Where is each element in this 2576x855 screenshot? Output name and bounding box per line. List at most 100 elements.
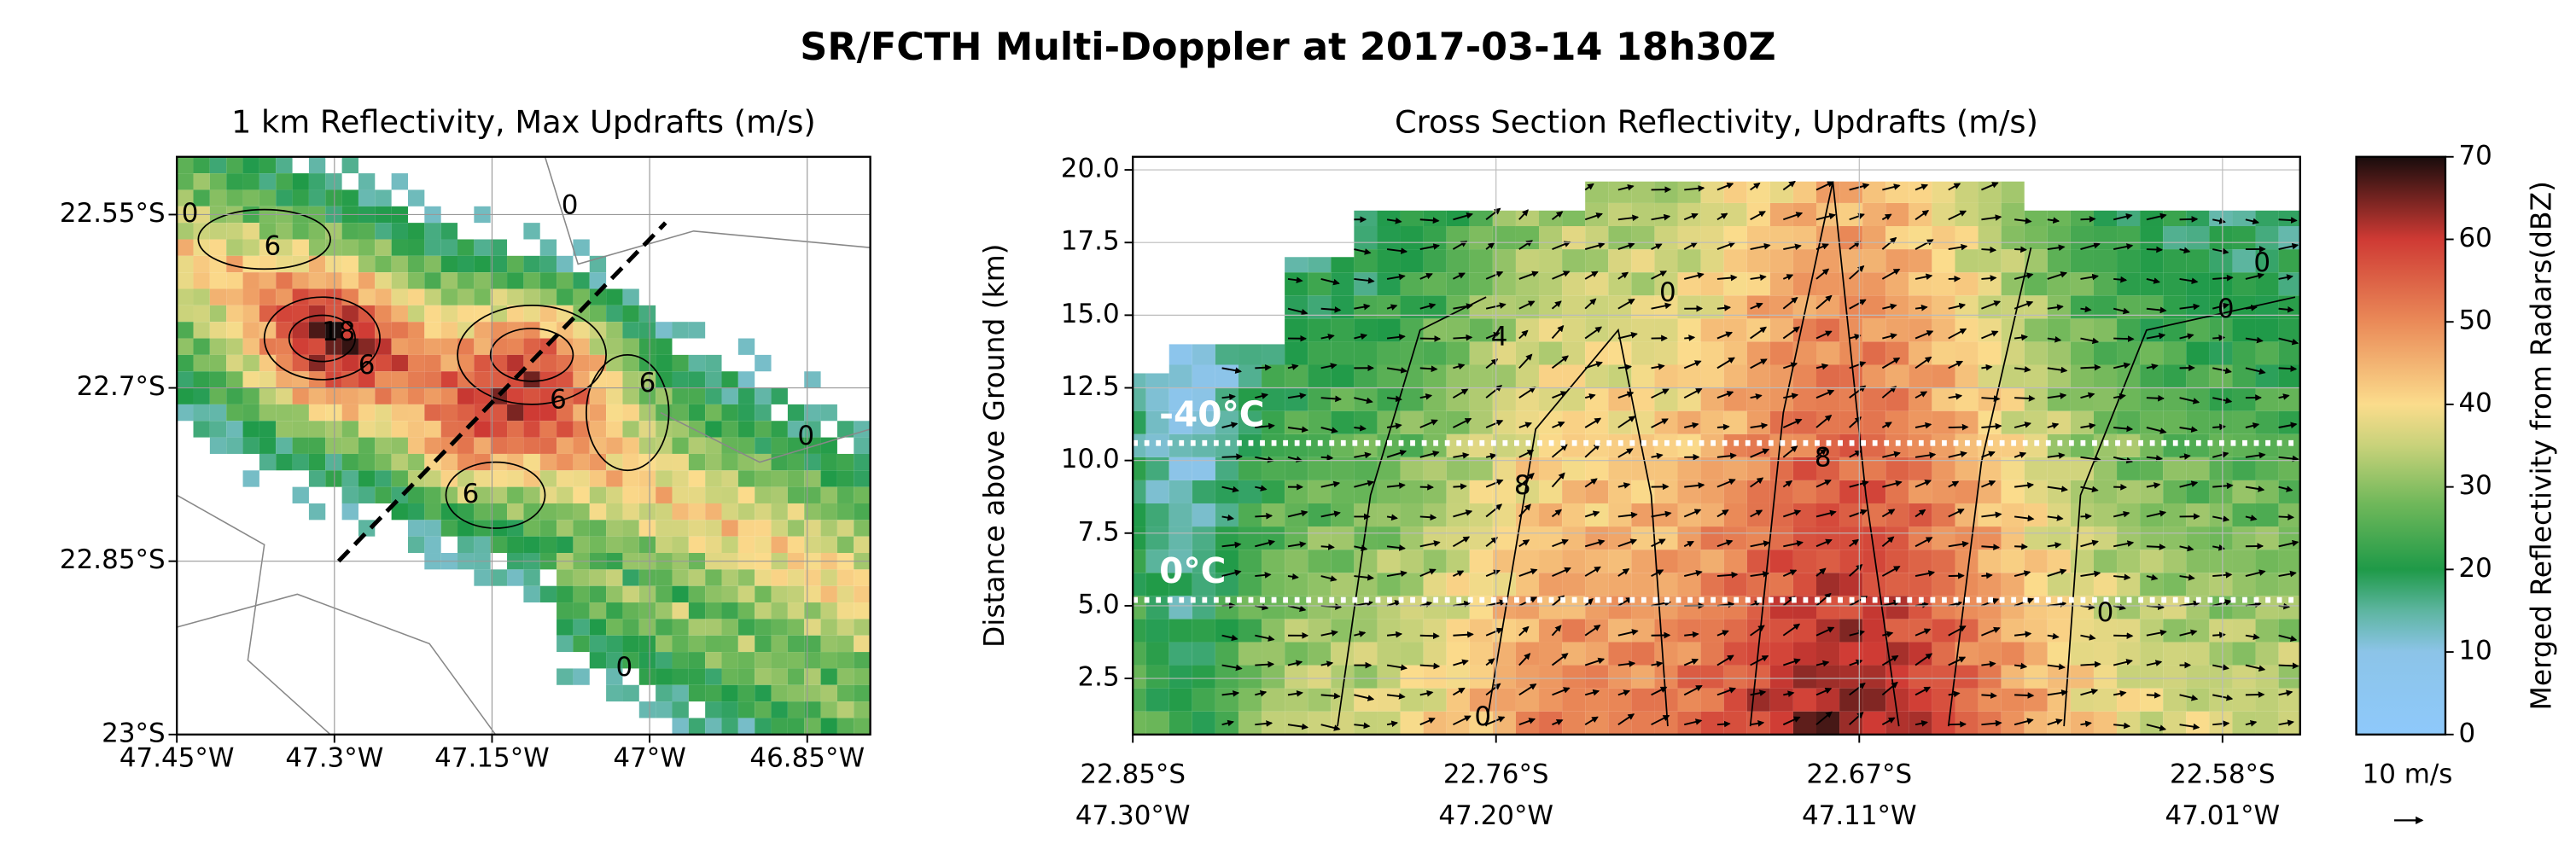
reflectivity-cell [573,322,590,339]
reflectivity-cell [177,255,194,273]
reflectivity-cell [440,520,458,537]
x-tick-label: 22.85°S [1080,759,1186,790]
reflectivity-cell [1955,550,1979,573]
reflectivity-cell [308,255,326,273]
reflectivity-cell [209,173,227,190]
reflectivity-cell [771,536,788,554]
reflectivity-cell [2117,688,2141,712]
reflectivity-cell [1133,665,1146,689]
wind-arrow [1518,653,1531,666]
reflectivity-cell [308,421,326,438]
reflectivity-cell [1446,457,1470,480]
reflectivity-cell [1677,480,1701,503]
reflectivity-cell [820,718,837,735]
reflectivity-cell [1469,410,1493,434]
wind-arrow [1849,299,1867,310]
reflectivity-cell [1262,665,1285,689]
reflectivity-cell [2117,410,2141,434]
reflectivity-cell [1377,210,1401,227]
reflectivity-cell [1700,526,1724,550]
reflectivity-cell [1631,550,1655,573]
wind-arrow [1881,509,1896,518]
reflectivity-cell [1654,619,1678,643]
reflectivity-cell [1932,711,1955,735]
reflectivity-cell [1469,272,1493,296]
reflectivity-cell [1354,503,1378,527]
reflectivity-cell [1285,341,1308,365]
wind-arrow [1981,626,2001,637]
reflectivity-cell [606,520,623,537]
reflectivity-cell [622,421,639,438]
reflectivity-cell [375,470,392,487]
reflectivity-cell [1562,619,1586,643]
reflectivity-cell [573,305,590,323]
reflectivity-cell [1469,249,1493,273]
reflectivity-cell [1423,457,1447,480]
reflectivity-cell [1885,410,1909,434]
reflectivity-cell [507,520,524,537]
reflectivity-cell [1978,341,2002,365]
reflectivity-cell [1608,341,1632,365]
reflectivity-cell [1169,619,1192,643]
reflectivity-cell [507,387,524,404]
reflectivity-cell [688,684,706,702]
contour-label: 18 [322,317,355,347]
reflectivity-cell [705,503,722,521]
reflectivity-cell [424,536,441,554]
reflectivity-cell [276,189,293,206]
reflectivity-cell [1909,318,1932,342]
wind-arrow [1849,630,1866,637]
wind-arrow [1617,242,1635,251]
reflectivity-cell [1932,642,1955,666]
reflectivity-cell [672,404,689,422]
reflectivity-cell [1746,272,1770,296]
wind-arrow [2080,337,2100,345]
wind-arrow [1750,393,1763,400]
wind-arrow [1684,482,1705,489]
reflectivity-cell [259,437,277,454]
reflectivity-cell [1285,387,1308,411]
wind-arrow [1617,713,1635,725]
reflectivity-cell [1631,272,1655,296]
reflectivity-cell [1285,688,1308,712]
reflectivity-cell [375,371,392,388]
reflectivity-cell [1145,711,1169,735]
reflectivity-cell [1562,711,1586,735]
reflectivity-cell [2163,503,2187,527]
reflectivity-cell [177,338,194,355]
reflectivity-cell [375,421,392,438]
wind-arrow [1948,451,1967,458]
reflectivity-cell [1909,573,1932,596]
reflectivity-cell [638,602,656,619]
reflectivity-cell [836,652,854,669]
reflectivity-cell [1354,341,1378,365]
reflectivity-cell [193,421,210,438]
wind-arrow [1354,600,1373,607]
reflectivity-cell [2093,642,2118,666]
wind-arrow [1221,422,1238,428]
reflectivity-cell [1331,503,1355,527]
reflectivity-cell [1169,526,1192,550]
reflectivity-cell [787,536,805,554]
reflectivity-cell [573,602,590,619]
reflectivity-cell [1308,318,1332,342]
wind-arrow [1453,272,1466,280]
wind-arrow [1915,210,1930,221]
wind-arrow [2179,573,2195,581]
reflectivity-cell [226,322,243,339]
reflectivity-cell [2093,619,2118,643]
reflectivity-cell [1955,457,1979,480]
reflectivity-cell [226,437,243,454]
reflectivity-cell [1677,665,1701,689]
reflectivity-cell [606,354,623,372]
reflectivity-cell [2255,688,2279,712]
wind-arrow [1716,241,1736,250]
wind-arrow [1584,689,1600,696]
reflectivity-cell [424,470,441,487]
reflectivity-cell [2047,550,2071,573]
reflectivity-cell [242,189,259,206]
wind-arrow [2047,304,2064,311]
reflectivity-cell [672,668,689,685]
reflectivity-cell [688,668,706,685]
wind-arrow [2245,515,2258,521]
